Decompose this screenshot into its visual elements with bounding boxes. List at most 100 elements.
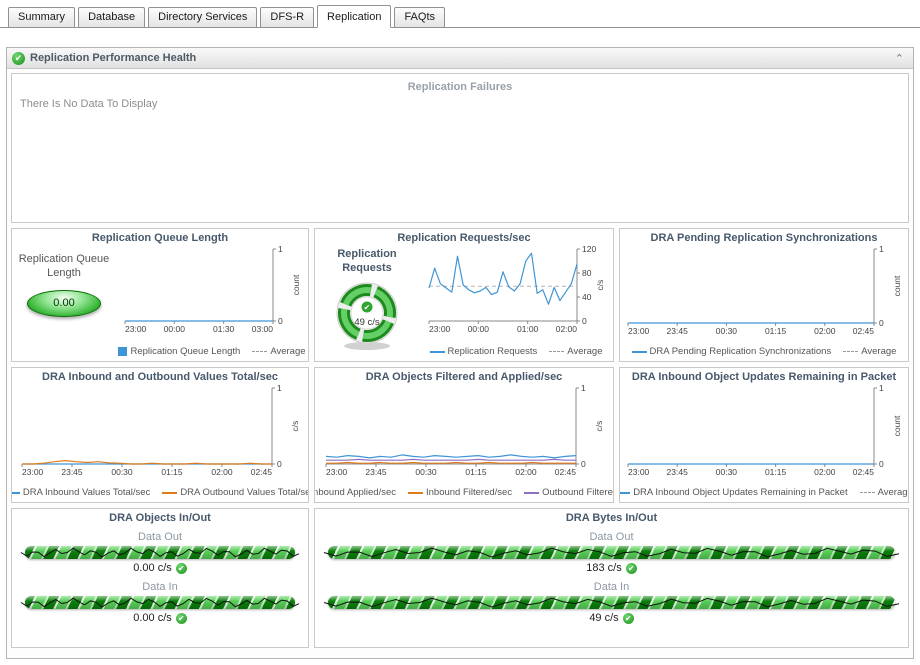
svg-text:1: 1: [278, 244, 283, 254]
svg-text:02:00: 02:00: [814, 467, 836, 477]
flow-sparkline: [21, 596, 299, 609]
svg-text:23:00: 23:00: [125, 324, 147, 334]
legend-swatch: [429, 350, 445, 353]
tab-replication[interactable]: Replication: [317, 5, 392, 28]
panel-title: DRA Inbound and Outbound Values Total/se…: [42, 371, 278, 383]
svg-text:00:00: 00:00: [164, 324, 186, 334]
bytes-data-out-flow-bar: [328, 546, 895, 559]
tab-summary[interactable]: Summary: [8, 7, 76, 27]
queue-length-chart: 0 1 count 23:00 00:00 01:30 03:00: [124, 244, 301, 334]
queue-gauge-column: Replication Queue Length 0.00: [12, 244, 116, 361]
svg-text:23:00: 23:00: [429, 324, 451, 334]
svg-text:03:00: 03:00: [252, 324, 274, 334]
panel-title: Replication Requests/sec: [397, 232, 531, 244]
replication-requests-gauge: ✔ 49 c/s: [336, 282, 398, 350]
no-data-message: There Is No Data To Display: [20, 98, 158, 110]
panel-title: DRA Pending Replication Synchronizations: [650, 232, 878, 244]
flow-value: 0.00 c/s ✔: [12, 562, 308, 574]
legend-item: Average: [549, 346, 603, 357]
legend-item: DRA Pending Replication Synchronizations: [631, 346, 831, 357]
replication-failures-panel: Replication Failures There Is No Data To…: [11, 73, 909, 223]
legend-swatch: [252, 351, 268, 352]
gauge-check-icon: [361, 301, 373, 312]
svg-text:0: 0: [582, 316, 587, 326]
legend-swatch: [620, 491, 631, 494]
svg-text:120: 120: [582, 244, 596, 254]
svg-text:01:15: 01:15: [161, 467, 183, 477]
panel-title: DRA Objects In/Out: [109, 512, 211, 524]
ok-check-icon: ✔: [175, 562, 187, 574]
tab-directory-services[interactable]: Directory Services: [148, 7, 258, 27]
svg-text:02:00: 02:00: [211, 467, 233, 477]
svg-text:00:30: 00:30: [716, 467, 738, 477]
requests-gauge-label: Replication Requests: [337, 248, 397, 274]
flow-label: Data Out: [589, 531, 634, 543]
dra-values-total-panel: DRA Inbound and Outbound Values Total/se…: [11, 367, 309, 503]
legend-item: Replication Queue Length: [118, 346, 240, 357]
legend-swatch: [408, 491, 423, 494]
flow-sparkline: [21, 546, 299, 559]
dra-inbound-updates-legend: DRA Inbound Object Updates Remaining in …: [620, 485, 908, 502]
legend-swatch: [859, 492, 875, 493]
legend-swatch: [12, 491, 20, 494]
panel-title: DRA Objects Filtered and Applied/sec: [365, 371, 563, 383]
dra-pending-sync-legend: DRA Pending Replication Synchronizations…: [620, 344, 908, 361]
svg-text:c/s: c/s: [595, 280, 605, 291]
dra-pending-sync-chart: 0 1 count 23:00 23:45 00:30 01:15 02:00 02:45: [627, 244, 902, 336]
tab-dfs-r[interactable]: DFS-R: [260, 7, 315, 27]
replication-failures-title: Replication Failures: [407, 81, 513, 93]
svg-text:0: 0: [277, 459, 282, 469]
objects-data-in-flow-bar: [25, 596, 295, 609]
flow-value: 183 c/s ✔: [315, 562, 908, 574]
dra-values-total-chart: 0 1 c/s 23:00 23:45 00:30 01:15 02:00 02:45: [21, 383, 300, 477]
section-title: Replication Performance Health: [30, 52, 197, 64]
svg-text:01:15: 01:15: [765, 467, 787, 477]
flow-label: Data In: [142, 581, 178, 593]
dra-inbound-updates-panel: DRA Inbound Object Updates Remaining in …: [619, 367, 909, 503]
tab-bar: Summary Database Directory Services DFS-…: [0, 0, 920, 28]
svg-text:c/s: c/s: [290, 421, 300, 432]
svg-text:00:30: 00:30: [415, 467, 437, 477]
chart-row-1: Replication Queue Length Replication Que…: [11, 228, 909, 362]
svg-text:0: 0: [879, 318, 884, 328]
legend-swatch: [631, 350, 647, 353]
chart-row-2: DRA Inbound and Outbound Values Total/se…: [11, 367, 909, 503]
svg-text:02:45: 02:45: [853, 467, 875, 477]
section-header: ✔ Replication Performance Health ⌃: [7, 48, 913, 69]
replication-requests-chart: 0 40 80 120 c/s 23:00 00:00 01:00 02:00: [428, 244, 605, 334]
svg-text:01:30: 01:30: [213, 324, 235, 334]
legend-item: Average: [843, 346, 896, 357]
collapse-chevron-icon[interactable]: ⌃: [894, 52, 904, 65]
dra-objects-inout-panel: DRA Objects In/Out Data Out 0.00 c/s ✔ Da…: [11, 508, 309, 648]
tab-database[interactable]: Database: [78, 7, 146, 27]
svg-text:01:15: 01:15: [465, 467, 487, 477]
legend-swatch: [549, 351, 565, 352]
dra-values-total-legend: DRA Inbound Values Total/sec DRA Outbound…: [12, 485, 308, 502]
svg-text:02:45: 02:45: [853, 326, 875, 336]
tab-faqts[interactable]: FAQts: [394, 7, 445, 27]
svg-text:23:00: 23:00: [22, 467, 44, 477]
svg-text:count: count: [892, 275, 902, 296]
flow-label: Data Out: [137, 531, 183, 543]
svg-text:1: 1: [277, 383, 282, 393]
replication-requests-panel: Replication Requests/sec Replication Req…: [314, 228, 614, 362]
svg-text:40: 40: [582, 292, 592, 302]
section-content: Replication Failures There Is No Data To…: [7, 69, 913, 658]
svg-text:00:30: 00:30: [111, 467, 133, 477]
svg-text:23:45: 23:45: [61, 467, 83, 477]
svg-text:0: 0: [278, 316, 283, 326]
legend-swatch: [843, 351, 859, 352]
svg-text:00:00: 00:00: [468, 324, 490, 334]
ok-check-icon: ✔: [622, 612, 634, 624]
flow-sparkline: [324, 596, 899, 609]
svg-text:1: 1: [581, 383, 586, 393]
queue-length-gauge: 0.00: [27, 289, 101, 317]
svg-text:02:00: 02:00: [515, 467, 537, 477]
flow-value: 0.00 c/s ✔: [12, 612, 308, 624]
svg-text:0: 0: [879, 459, 884, 469]
flow-value: 49 c/s ✔: [315, 612, 908, 624]
dra-bytes-inout-panel: DRA Bytes In/Out Data Out 183 c/s ✔ Data …: [314, 508, 909, 648]
flow-sparkline: [324, 546, 899, 559]
svg-text:02:00: 02:00: [556, 324, 578, 334]
legend-item: Inbound Applied/sec: [315, 487, 396, 498]
